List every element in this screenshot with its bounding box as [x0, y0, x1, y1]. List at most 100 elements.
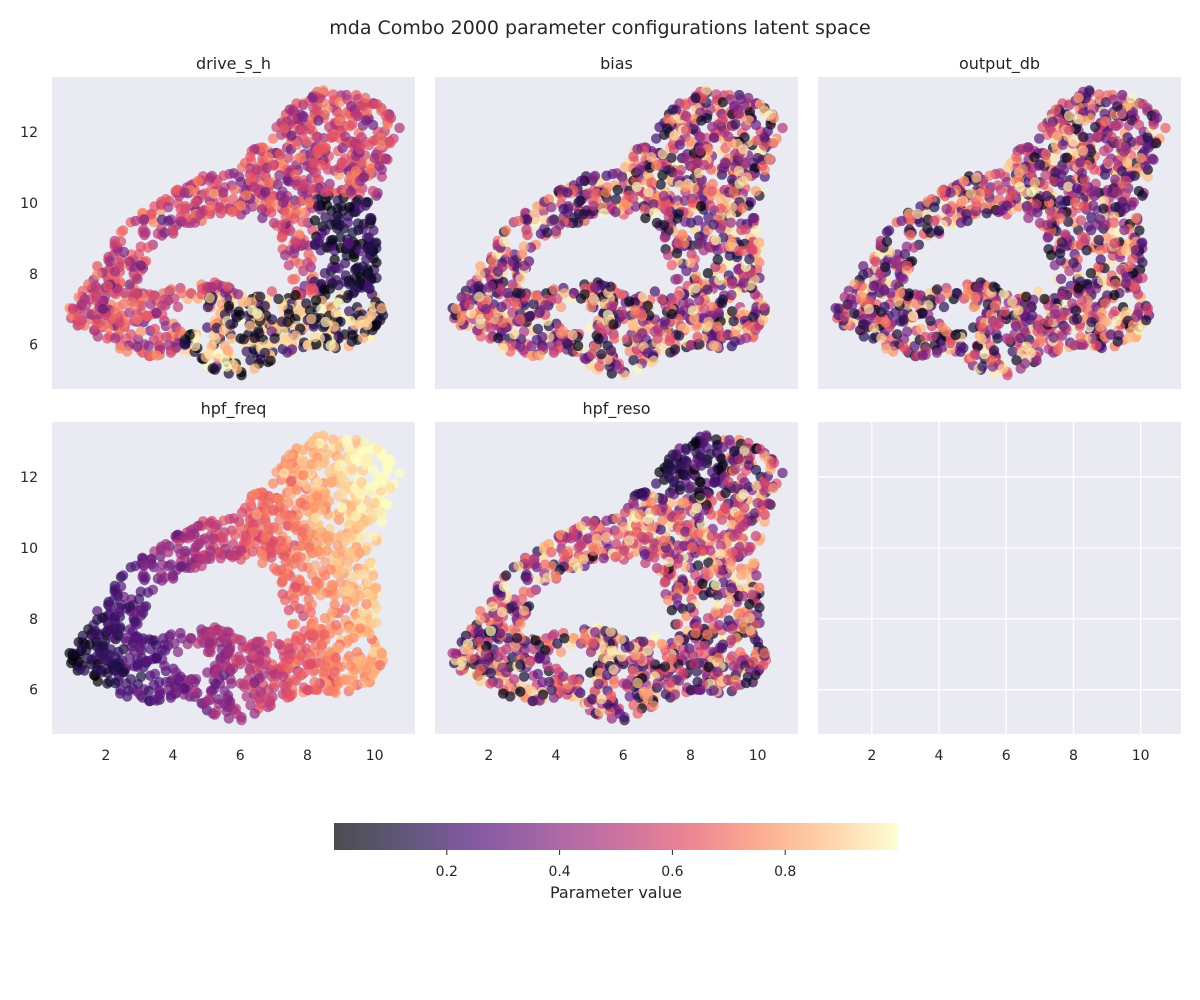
scatter-point: [716, 298, 728, 309]
scatter-point: [333, 643, 345, 654]
scatter-point: [728, 186, 739, 197]
scatter-point: [344, 278, 355, 290]
scatter-point: [297, 526, 308, 537]
scatter-point: [1010, 320, 1022, 332]
scatter-point: [339, 329, 350, 340]
scatter-point: [518, 326, 530, 337]
scatter-point: [1120, 245, 1132, 257]
scatter-point: [342, 562, 353, 573]
scatter-point: [567, 329, 578, 341]
scatter-point: [956, 197, 967, 208]
scatter-point: [705, 200, 716, 211]
scatter-point: [496, 261, 508, 273]
scatter-point: [498, 343, 509, 354]
scatter-point: [114, 662, 125, 673]
scatter-point: [1099, 298, 1111, 309]
scatter-point: [371, 237, 382, 248]
scatter-point: [286, 344, 298, 355]
scatter-point: [896, 215, 907, 227]
scatter-point: [205, 517, 216, 528]
scatter-point: [754, 257, 765, 268]
scatter-point: [195, 554, 206, 565]
scatter-point: [685, 136, 696, 147]
scatter-point: [92, 319, 103, 330]
scatter-point: [135, 605, 147, 616]
scatter-point: [312, 131, 323, 143]
scatter-point: [712, 254, 723, 265]
scatter-point: [115, 343, 126, 354]
scatter-point: [1074, 157, 1086, 168]
scatter-point: [657, 170, 668, 181]
scatter-point: [165, 347, 177, 358]
scatter-point: [135, 326, 147, 337]
scatter-point: [1022, 204, 1034, 215]
scatter-point: [344, 306, 355, 317]
scatter-point: [1045, 123, 1056, 134]
scatter-point: [223, 300, 235, 311]
scatter-point: [328, 434, 339, 445]
scatter-point: [1052, 344, 1064, 355]
scatter-point: [578, 209, 589, 220]
scatter-point: [1091, 219, 1102, 230]
scatter-point: [639, 204, 651, 215]
scatter-point: [132, 341, 143, 352]
scatter-point: [638, 291, 649, 302]
scatter-point: [268, 478, 279, 489]
scatter-point: [609, 333, 620, 344]
scatter-point: [695, 131, 706, 143]
scatter-point: [385, 112, 397, 124]
scatter-point: [1085, 284, 1096, 295]
scatter-point: [703, 212, 714, 223]
scatter-point: [678, 152, 690, 163]
scatter-point: [1040, 170, 1051, 181]
scatter-point: [345, 316, 356, 327]
scatter-point: [257, 212, 268, 224]
scatter-point: [534, 350, 545, 361]
scatter-point: [132, 686, 143, 697]
scatter-point: [588, 172, 599, 183]
scatter-point: [858, 319, 869, 330]
scatter-point: [988, 345, 1000, 356]
scatter-point: [1111, 186, 1123, 197]
scatter-point: [650, 160, 662, 171]
scatter-point: [229, 184, 240, 195]
scatter-point: [610, 206, 621, 218]
scatter-point: [394, 122, 405, 134]
scatter-point: [235, 176, 247, 188]
scatter-point: [601, 170, 612, 181]
scatter-point: [717, 116, 728, 127]
scatter-point: [1080, 233, 1091, 244]
scatter-point: [319, 284, 330, 295]
scatter-point: [1078, 201, 1090, 212]
scatter-point: [367, 185, 379, 197]
scatter-point: [143, 685, 154, 697]
scatter-point: [236, 162, 248, 173]
scatter-point: [750, 119, 762, 131]
scatter-point: [315, 245, 326, 256]
scatter-point: [202, 301, 214, 313]
scatter-point: [311, 145, 323, 156]
scatter-point: [232, 289, 244, 300]
scatter-point: [1112, 336, 1124, 347]
scatter-point: [315, 590, 326, 601]
scatter-point: [291, 139, 302, 150]
scatter-point: [702, 284, 713, 295]
scatter-point: [113, 301, 124, 313]
scatter-point: [1082, 304, 1093, 315]
scatter-point: [945, 187, 956, 198]
scatter-point: [1093, 234, 1105, 246]
scatter-point: [890, 256, 901, 267]
scatter-point: [1119, 224, 1130, 236]
scatter-point: [176, 288, 187, 299]
scatter-point: [263, 177, 274, 188]
scatter-point: [271, 122, 282, 133]
scatter-point: [702, 268, 714, 279]
scatter-point: [1002, 162, 1014, 173]
scatter-point: [630, 305, 641, 316]
scatter-point: [1096, 307, 1108, 318]
scatter-point: [332, 195, 343, 206]
panel-bias: bias: [435, 54, 798, 389]
scatter-point: [898, 341, 909, 352]
